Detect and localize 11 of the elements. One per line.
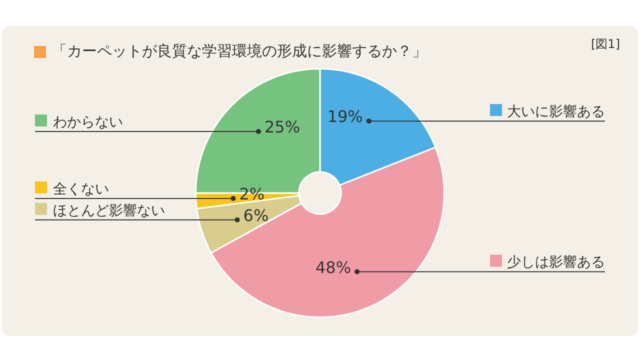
legend-label: わからない [53, 114, 123, 130]
data-label: 19% [327, 107, 363, 126]
legend-label: 全くない [53, 181, 109, 198]
data-label: 6% [243, 206, 269, 226]
data-label: 25% [264, 118, 300, 137]
legend-label: 大いに影響ある [507, 104, 605, 120]
legend-label: ほとんど影響ない [53, 202, 165, 219]
text: [図1] [591, 36, 620, 53]
legend-label: 少しは影響ある [507, 254, 605, 271]
data-label: 48% [315, 258, 352, 277]
chart-title: 「カーペットが良質な学習環境の形成に影響するか？」 [52, 42, 427, 61]
